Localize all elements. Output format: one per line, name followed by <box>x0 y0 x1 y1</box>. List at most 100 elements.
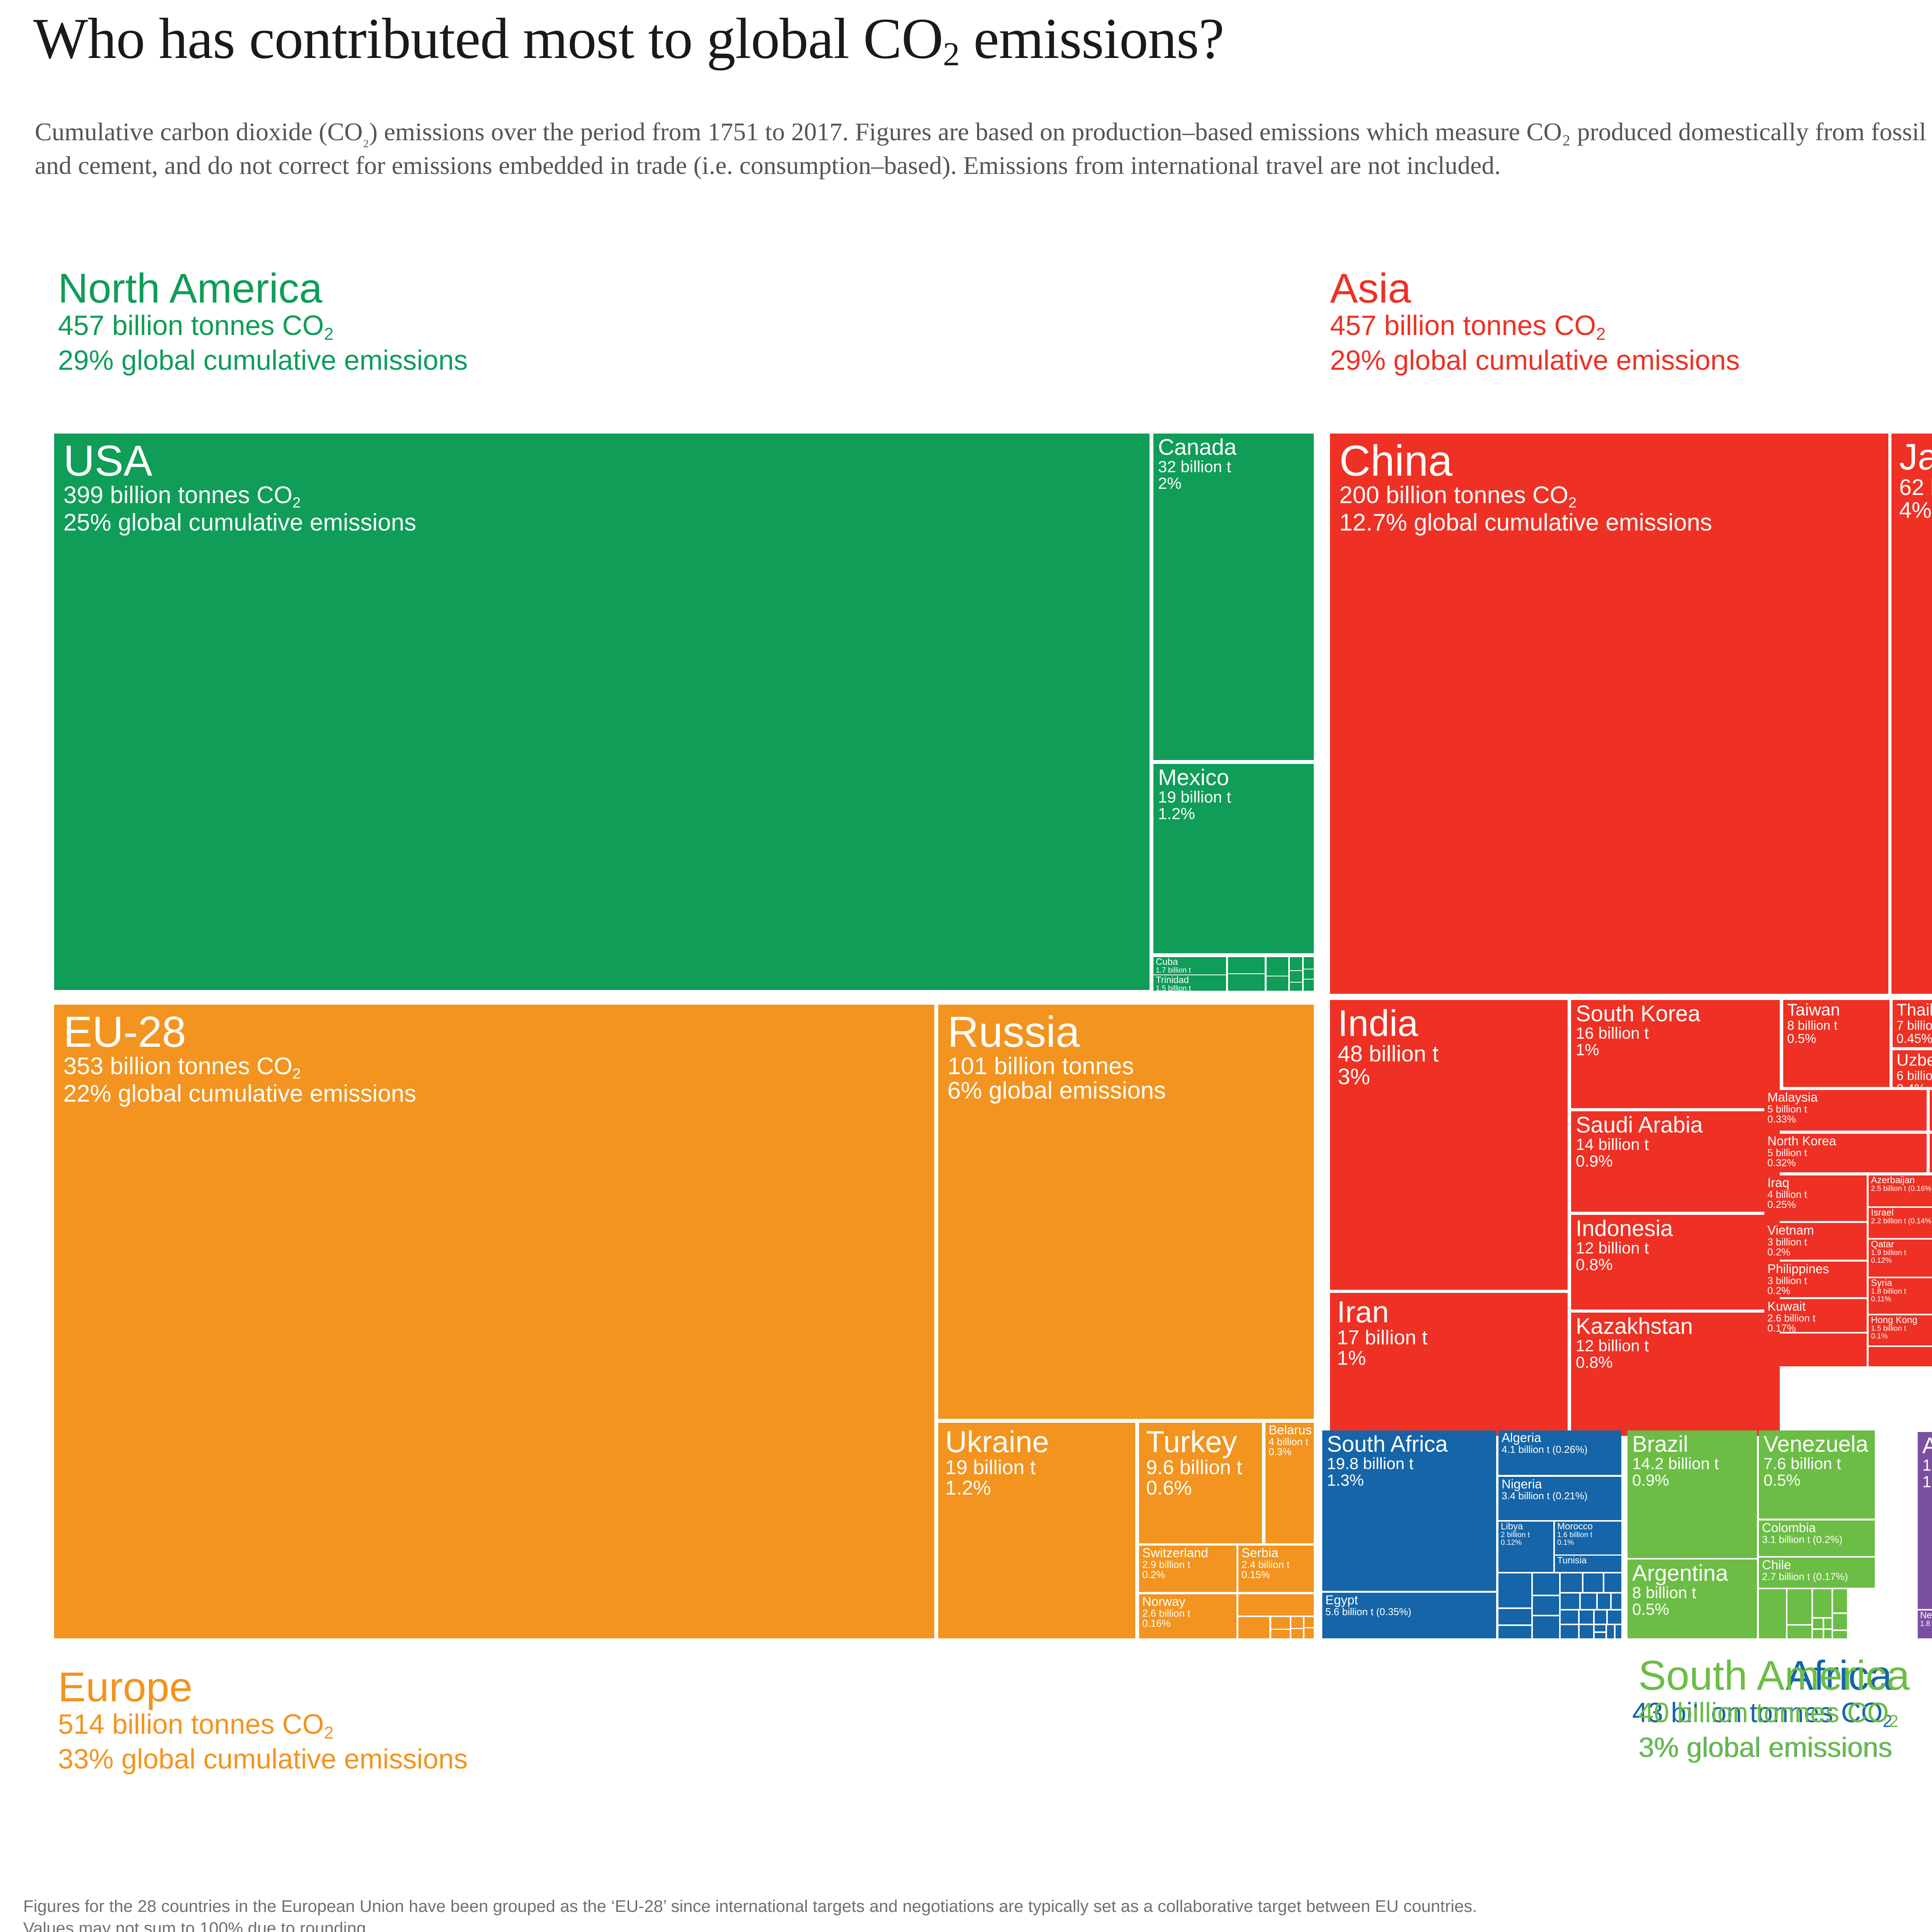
treemap-cell-russia[interactable]: Russia 101 billion tonnes 6% global emissi… <box>938 1005 1314 1419</box>
treemap-cell-north-america-7[interactable] <box>1267 957 1288 976</box>
treemap-cell-iran[interactable]: Iran 17 billion t 1% <box>1330 1293 1568 1436</box>
treemap-cell-india[interactable]: India 48 billion t 3% <box>1330 1000 1568 1290</box>
treemap-cell-serbia[interactable]: Serbia 2.4 billion t 0.15% <box>1238 1546 1314 1592</box>
treemap-cell-philippines[interactable]: Philippines 3 billion t 0.2% <box>1764 1262 1867 1297</box>
treemap-cell-south-america-11[interactable] <box>1813 1630 1823 1638</box>
treemap-cell-south-america-8[interactable] <box>1813 1589 1832 1617</box>
treemap-cell-malaysia[interactable]: Malaysia 5 billion t 0.33% <box>1764 1090 1927 1131</box>
treemap-cell-azerbaijan[interactable]: Azerbaijan 2.5 billion t (0.16%) <box>1869 1175 1932 1206</box>
treemap-cell-venezuela[interactable]: Venezuela 7.6 billion t 0.5% <box>1759 1430 1875 1519</box>
treemap-cell-qatar[interactable]: Qatar 1.9 billion t 0.12% <box>1869 1240 1932 1277</box>
treemap-cell-africa-9[interactable] <box>1498 1626 1531 1638</box>
treemap-cell-iraq[interactable]: Iraq 4 billion t 0.25% <box>1764 1175 1867 1221</box>
treemap-cell-tunisia[interactable]: Tunisia <box>1555 1556 1621 1572</box>
treemap-cell-south-america-15[interactable] <box>1833 1631 1847 1638</box>
treemap-cell-asia-49[interactable] <box>1764 1333 1867 1366</box>
treemap-cell-africa-28[interactable] <box>1607 1625 1614 1638</box>
treemap-cell-belarus[interactable]: Belarus 4 billion t 0.3% <box>1265 1423 1314 1543</box>
treemap-cell-europe-8[interactable] <box>1238 1594 1314 1616</box>
treemap-cell-north-america-8[interactable] <box>1267 976 1288 991</box>
treemap-cell-canada[interactable]: Canada 32 billion t 2% <box>1153 434 1314 760</box>
treemap-cell-south-america-10[interactable] <box>1824 1619 1832 1628</box>
treemap-cell-north-america-13[interactable] <box>1304 969 1314 979</box>
treemap-cell-turkey[interactable]: Turkey 9.6 billion t 0.6% <box>1139 1423 1262 1543</box>
treemap-cell-africa-11[interactable] <box>1533 1596 1559 1615</box>
treemap-cell-vietnam[interactable]: Vietnam 3 billion t 0.2% <box>1764 1223 1867 1260</box>
treemap-cell-africa-19[interactable] <box>1612 1594 1621 1609</box>
treemap-cell-ukraine[interactable]: Ukraine 19 billion t 1.2% <box>938 1423 1135 1638</box>
treemap-cell-africa-13[interactable] <box>1561 1573 1582 1592</box>
treemap-cell-north-america-5[interactable] <box>1228 957 1265 973</box>
treemap-cell-south-america-6[interactable] <box>1787 1589 1811 1624</box>
treemap-cell-europe-15[interactable] <box>1304 1628 1314 1638</box>
treemap-cell-africa-21[interactable] <box>1580 1611 1593 1624</box>
treemap-cell-morocco[interactable]: Morocco 1.6 billion t 0.1% <box>1555 1522 1621 1554</box>
treemap-cell-north-america-6[interactable] <box>1228 974 1265 991</box>
treemap-cell-europe-14[interactable] <box>1304 1617 1314 1627</box>
treemap-cell-europe-13[interactable] <box>1291 1629 1303 1638</box>
treemap-cell-saudi-arabia[interactable]: Saudi Arabia 14 billion t 0.9% <box>1571 1111 1780 1212</box>
treemap-cell-africa-27[interactable] <box>1595 1633 1605 1638</box>
treemap-cell-south-america-14[interactable] <box>1833 1614 1847 1629</box>
treemap-cell-europe-9[interactable] <box>1238 1617 1269 1638</box>
treemap-cell-africa-12[interactable] <box>1533 1616 1559 1638</box>
treemap-cell-north-korea[interactable]: North Korea 5 billion t 0.32% <box>1764 1134 1927 1172</box>
treemap-cell-egypt[interactable]: Egypt 5.6 billion t (0.35%) <box>1322 1593 1496 1638</box>
treemap-cell-africa-29[interactable] <box>1616 1625 1621 1638</box>
treemap-cell-uae[interactable]: UAE4 billion t0.26% <box>1930 1134 1932 1172</box>
treemap-cell-africa-24[interactable] <box>1561 1625 1578 1638</box>
treemap-cell-israel[interactable]: Israel 2.2 billion t (0.14%) <box>1869 1208 1932 1238</box>
treemap-cell-mexico[interactable]: Mexico 19 billion t 1.2% <box>1153 764 1314 953</box>
treemap-cell-nigeria[interactable]: Nigeria 3.4 billion t (0.21%) <box>1498 1477 1621 1520</box>
treemap-cell-africa-10[interactable] <box>1533 1573 1559 1595</box>
treemap-cell-north-america-14[interactable] <box>1304 980 1314 991</box>
treemap-cell-africa-15[interactable] <box>1604 1573 1621 1592</box>
treemap-cell-africa-20[interactable] <box>1561 1611 1578 1624</box>
treemap-cell-south-america-7[interactable] <box>1787 1626 1811 1638</box>
treemap-cell-africa-14[interactable] <box>1583 1573 1603 1592</box>
treemap-cell-libya[interactable]: Libya 2 billion t 0.12% <box>1498 1522 1553 1572</box>
treemap-cell-africa-17[interactable] <box>1581 1594 1596 1609</box>
treemap-cell-north-america-9[interactable] <box>1290 957 1302 970</box>
treemap-cell-africa-7[interactable] <box>1498 1573 1531 1607</box>
treemap-cell-pakistan[interactable]: Pakistan4.4 billion t0.28% <box>1930 1090 1932 1131</box>
treemap-cell-europe-11[interactable] <box>1271 1630 1290 1638</box>
treemap-cell-chile[interactable]: Chile 2.7 billion t (0.17%) <box>1759 1558 1875 1588</box>
treemap-cell-new-zealand[interactable]: New Zealand1.8 billion t (0.1%) <box>1918 1611 1932 1638</box>
treemap-cell-brazil[interactable]: Brazil 14.2 billion t 0.9% <box>1628 1430 1757 1558</box>
treemap-cell-indonesia[interactable]: Indonesia 12 billion t 0.8% <box>1571 1215 1780 1310</box>
treemap-cell-australia[interactable]: Australia17.4 billion t1.1% <box>1918 1432 1932 1609</box>
treemap-cell-kazakhstan[interactable]: Kazakhstan 12 billion t 0.8% <box>1571 1313 1780 1436</box>
treemap-cell-south-africa[interactable]: South Africa 19.8 billion t 1.3% <box>1322 1430 1496 1591</box>
treemap-cell-europe-10[interactable] <box>1271 1617 1290 1629</box>
treemap-cell-japan[interactable]: Japan62 billion t4% <box>1891 434 1932 994</box>
treemap-cell-algeria[interactable]: Algeria 4.1 billion t (0.26%) <box>1498 1430 1621 1475</box>
treemap-cell-kuwait[interactable]: Kuwait 2.6 billion t 0.17% <box>1764 1299 1867 1332</box>
treemap-cell-south-america-12[interactable] <box>1824 1630 1832 1638</box>
treemap-cell-south-america-13[interactable] <box>1833 1589 1847 1612</box>
treemap-cell-north-america-12[interactable] <box>1304 957 1314 969</box>
treemap-cell-africa-8[interactable] <box>1498 1609 1531 1624</box>
treemap-cell-uzbekistan[interactable]: Uzbekistan6 billion t0.4% <box>1893 1050 1932 1087</box>
treemap-cell-china[interactable]: China 200 billion tonnes CO2 12.7% global … <box>1330 434 1888 994</box>
treemap-cell-thailand[interactable]: Thailand7 billion t0.45% <box>1893 1000 1932 1047</box>
treemap-cell-colombia[interactable]: Colombia 3.1 billion t (0.2%) <box>1759 1520 1875 1556</box>
treemap-cell-north-america-11[interactable] <box>1290 983 1302 991</box>
treemap-cell-africa-26[interactable] <box>1595 1625 1605 1631</box>
treemap-cell-syria[interactable]: Syria 1.8 billion t 0.11% <box>1869 1278 1932 1314</box>
treemap-cell-north-america-10[interactable] <box>1290 971 1302 982</box>
treemap-cell-norway[interactable]: Norway 2.6 billion t 0.16% <box>1139 1594 1236 1638</box>
treemap-cell-africa-18[interactable] <box>1598 1594 1610 1609</box>
treemap-cell-asia-45[interactable] <box>1869 1347 1932 1366</box>
treemap-cell-taiwan[interactable]: Taiwan 8 billion t 0.5% <box>1783 1000 1889 1087</box>
treemap-cell-hong-kong[interactable]: Hong Kong 1.5 billion t 0.1% <box>1869 1315 1932 1345</box>
treemap-cell-eu-28[interactable]: EU-28 353 billion tonnes CO2 22% global cu… <box>54 1005 934 1638</box>
treemap-cell-argentina[interactable]: Argentina 8 billion t 0.5% <box>1628 1560 1757 1638</box>
treemap-cell-south-america-9[interactable] <box>1813 1619 1823 1628</box>
treemap-cell-africa-16[interactable] <box>1561 1594 1579 1609</box>
treemap-cell-africa-22[interactable] <box>1595 1611 1606 1624</box>
treemap-cell-usa[interactable]: USA 399 billion tonnes CO2 25% global cumu… <box>54 434 1150 990</box>
treemap-cell-africa-25[interactable] <box>1580 1625 1593 1638</box>
